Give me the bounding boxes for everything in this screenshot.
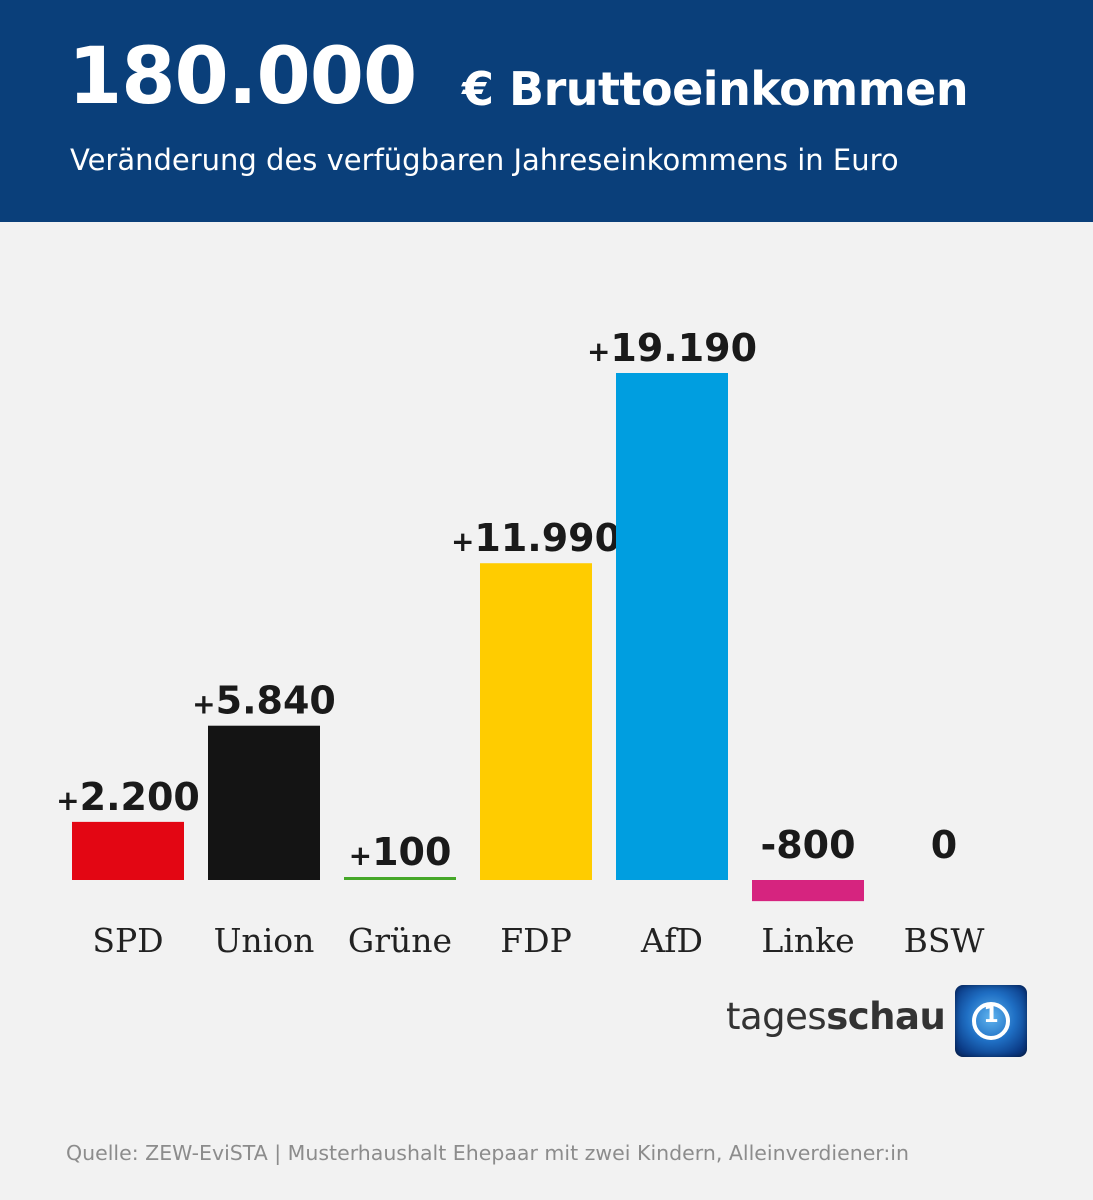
value-number: 19.190 [610, 326, 757, 370]
bar-spd [72, 821, 184, 880]
value-label-spd: +2.200 [56, 775, 200, 819]
value-sign: + [451, 525, 474, 558]
value-sign: + [56, 784, 79, 817]
value-label-grüne: +100 [349, 830, 452, 874]
value-number: 0 [931, 823, 957, 867]
category-label-linke: Linke [761, 921, 854, 960]
category-label-bsw: BSW [904, 921, 985, 960]
chart-subtitle: Veränderung des verfügbaren Jahreseinkom… [70, 143, 899, 177]
value-number: 2.200 [80, 775, 200, 819]
category-label-grüne: Grüne [348, 921, 452, 960]
value-label-union: +5.840 [192, 679, 336, 723]
brand-bold: schau [826, 995, 946, 1038]
bar-afd [616, 373, 728, 880]
category-label-union: Union [214, 921, 315, 960]
value-sign: + [587, 335, 610, 368]
logo-number: 1 [983, 1003, 999, 1028]
bar-grüne [344, 877, 456, 880]
category-label-spd: SPD [92, 921, 163, 960]
value-number: 11.990 [474, 516, 621, 560]
value-label-fdp: +11.990 [451, 516, 621, 560]
value-label-bsw: 0 [931, 823, 957, 867]
value-number: 100 [372, 830, 451, 874]
logo-ring [972, 1002, 1010, 1040]
value-sign: + [192, 688, 215, 721]
category-label-fdp: FDP [500, 921, 572, 960]
brand-wordmark: tagesschau [726, 995, 946, 1038]
value-number: 5.840 [216, 679, 336, 723]
tagesschau-logo-icon: 1 [955, 985, 1027, 1057]
chart-header: 180.000 € Bruttoeinkommen Veränderung de… [0, 0, 1093, 222]
value-label-afd: +19.190 [587, 326, 757, 370]
brand-light: tages [726, 995, 827, 1038]
bar-fdp [480, 563, 592, 880]
value-number: -800 [760, 823, 855, 867]
bar-chart: +2.200 SPD +5.840 Union +100 Grüne +11.990 FDP +… [56, 326, 985, 960]
bar-union [208, 725, 320, 880]
value-label-linke: -800 [760, 823, 855, 867]
category-label-afd: AfD [640, 921, 703, 960]
bar-linke [752, 880, 864, 902]
value-sign: + [349, 839, 372, 872]
source-note: Quelle: ZEW-EviSTA | Musterhaushalt Ehep… [66, 1141, 909, 1165]
title-amount: 180.000 [68, 32, 417, 122]
title-text: € Bruttoeinkommen [462, 62, 969, 116]
